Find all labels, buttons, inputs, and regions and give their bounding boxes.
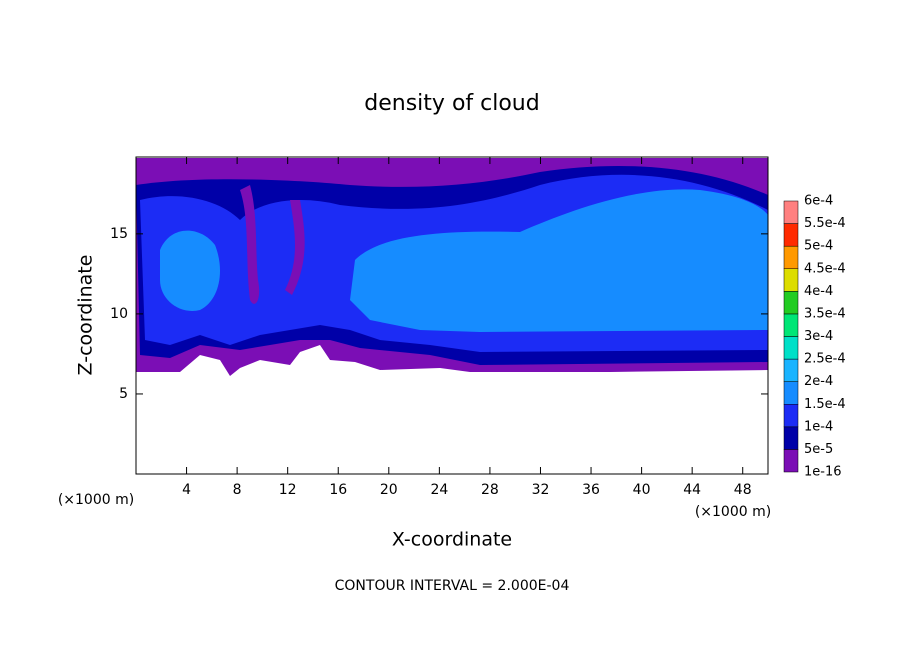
y-axis-label: Z-coordinate — [75, 255, 97, 376]
colorbar-label: 1e-4 — [804, 419, 833, 434]
x-tick-label: 8 — [233, 482, 242, 498]
colorbar-band — [783, 200, 799, 224]
x-axis-label: X-coordinate — [392, 529, 512, 551]
colorbar-label: 4.5e-4 — [804, 261, 846, 276]
colorbar-label: 3e-4 — [804, 329, 833, 344]
colorbar-band — [783, 313, 799, 337]
colorbar-band — [783, 336, 799, 360]
colorbar-band — [783, 268, 799, 292]
contour-region — [285, 200, 305, 295]
colorbar-label: 4e-4 — [804, 284, 833, 299]
x-tick-label: 32 — [532, 482, 550, 498]
x-tick-label: 4 — [182, 482, 191, 498]
note: CONTOUR INTERVAL = 2.000E-04 — [335, 578, 570, 594]
colorbar-label: 5.5e-4 — [804, 216, 846, 231]
y-tick-label: 5 — [119, 386, 128, 402]
contour-region — [350, 189, 768, 332]
y-unit-label: (×1000 m) — [58, 492, 134, 508]
y-tick-label: 15 — [110, 226, 128, 242]
x-tick-label: 40 — [633, 482, 651, 498]
colorbar-label: 2.5e-4 — [804, 352, 846, 367]
colorbar-band — [783, 223, 799, 247]
chart-title: density of cloud — [364, 91, 539, 116]
colorbar-label: 1.5e-4 — [804, 397, 846, 412]
colorbar-band — [783, 358, 799, 382]
x-tick-label: 28 — [481, 482, 499, 498]
colorbar-label: 1e-16 — [804, 465, 842, 480]
colorbar-band — [783, 381, 799, 405]
colorbar-band — [783, 245, 799, 270]
colorbar-band — [783, 291, 799, 315]
colorbar-band — [783, 404, 799, 428]
y-tick-label: 10 — [110, 306, 128, 322]
x-tick-label: 48 — [734, 482, 752, 498]
contour-field — [136, 158, 768, 376]
colorbar-band — [783, 426, 799, 450]
colorbar-label: 6e-4 — [804, 194, 833, 209]
x-tick-label: 16 — [329, 482, 347, 498]
x-tick-label: 12 — [279, 482, 297, 498]
colorbar-label: 5e-5 — [804, 442, 833, 457]
x-unit-label: (×1000 m) — [695, 504, 771, 520]
x-tick-label: 20 — [380, 482, 398, 498]
x-tick-label: 24 — [430, 482, 448, 498]
colorbar-band — [783, 449, 799, 473]
contour-region — [240, 185, 260, 304]
x-tick-label: 36 — [582, 482, 600, 498]
plot-frame — [135, 156, 769, 475]
contour-region — [160, 230, 220, 311]
colorbar-label: 2e-4 — [804, 374, 833, 389]
colorbar-label: 3.5e-4 — [804, 306, 846, 321]
colorbar-label: 5e-4 — [804, 239, 833, 254]
x-tick-label: 44 — [683, 482, 701, 498]
